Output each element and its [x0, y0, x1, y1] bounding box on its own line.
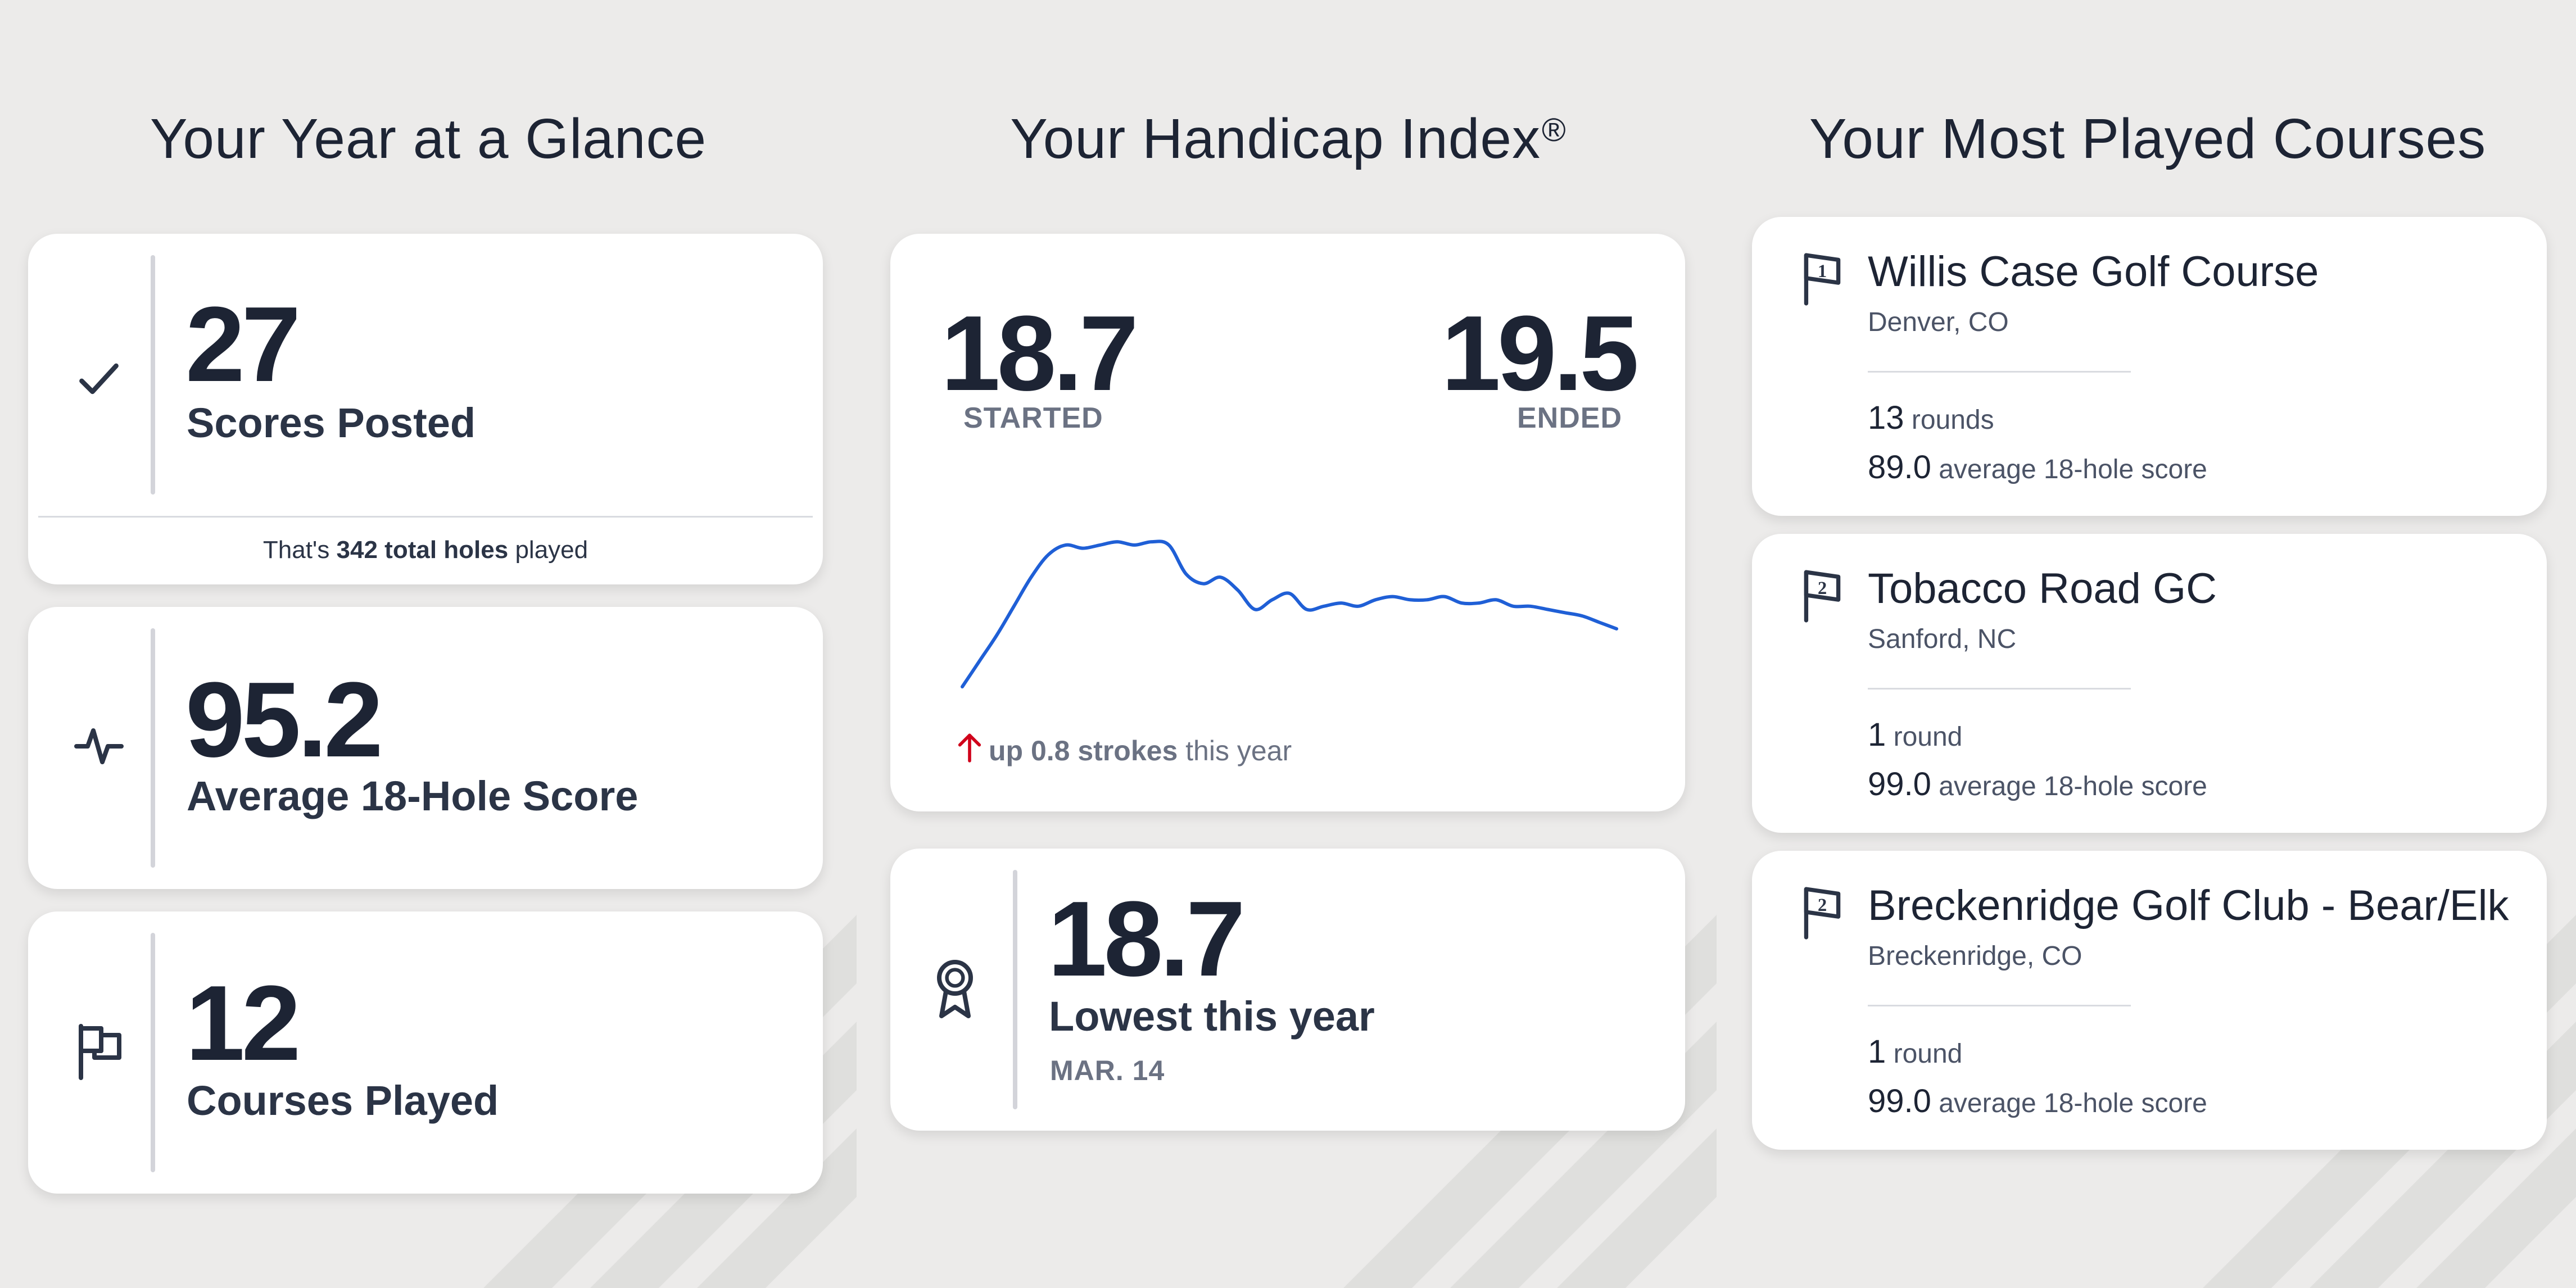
- course-rounds-count: 13: [1868, 400, 1904, 436]
- handicap-sparkline-chart: [961, 539, 1618, 689]
- average-score-card: 95.2 Average 18-Hole Score: [28, 607, 823, 889]
- award-ribbon-icon: [930, 958, 980, 1021]
- year-section-title: Your Year at a Glance: [150, 107, 707, 170]
- course-divider: [1868, 1005, 2131, 1006]
- card-divider-horizontal: [38, 516, 813, 518]
- lowest-handicap-date: MAR. 14: [1050, 1055, 1165, 1086]
- course-rank: 1: [1818, 261, 1827, 282]
- trend-change: up 0.8 strokes: [989, 735, 1178, 767]
- handicap-started-value: 18.7: [941, 294, 1139, 413]
- lowest-handicap-label: Lowest this year: [1049, 993, 1375, 1040]
- course-average-label: average 18-hole score: [1939, 772, 2207, 801]
- registered-mark: ®: [1542, 112, 1567, 148]
- average-score-label: Average 18-Hole Score: [187, 773, 639, 819]
- course-average-label: average 18-hole score: [1939, 1089, 2207, 1118]
- total-holes-count: 342 total holes: [336, 536, 509, 564]
- course-rounds: 13 rounds: [1868, 399, 1994, 437]
- footnote-suffix: played: [508, 536, 588, 564]
- courses-played-card: 12 Courses Played: [28, 911, 823, 1194]
- most-played-courses-column: Your Most Played Courses 1 Willis Case G…: [1719, 0, 2576, 1288]
- course-location: Breckenridge, CO: [1868, 941, 2082, 971]
- handicap-series-line: [961, 539, 1618, 689]
- numbered-flag-icon: 2: [1799, 568, 1845, 623]
- card-divider: [151, 628, 155, 868]
- course-rounds: 1 round: [1868, 1033, 1962, 1071]
- scores-posted-card: 27 Scores Posted That's 342 total holes …: [28, 234, 823, 584]
- numbered-flag-icon: 2: [1799, 885, 1845, 940]
- up-arrow-icon: [958, 733, 981, 763]
- course-rounds-label: round: [1893, 1039, 1963, 1069]
- checkmark-icon: [73, 353, 125, 405]
- handicap-ended-label: ENDED: [1516, 402, 1622, 434]
- course-average-value: 89.0: [1868, 449, 1931, 486]
- scores-posted-label: Scores Posted: [187, 400, 476, 446]
- handicap-index-column: Your Handicap Index® 18.7 STARTED 19.5 E…: [860, 0, 1717, 1288]
- year-at-a-glance-column: Your Year at a Glance 27 Scores Posted T…: [0, 0, 857, 1288]
- course-average: 99.0 average 18-hole score: [1868, 1082, 2207, 1120]
- card-divider: [1013, 870, 1017, 1109]
- handicap-ended-value: 19.5: [1441, 294, 1639, 413]
- course-average: 99.0 average 18-hole score: [1868, 765, 2207, 803]
- course-rounds-count: 1: [1868, 1033, 1886, 1070]
- course-average: 89.0 average 18-hole score: [1868, 448, 2207, 486]
- course-location: Sanford, NC: [1868, 624, 2017, 654]
- handicap-trend-text: up 0.8 strokes this year: [955, 731, 1292, 767]
- course-rank: 2: [1818, 895, 1827, 915]
- course-card[interactable]: 1 Willis Case Golf Course Denver, CO 13 …: [1752, 217, 2547, 516]
- course-location: Denver, CO: [1868, 307, 2009, 337]
- course-rounds-label: round: [1893, 722, 1963, 752]
- trend-suffix: this year: [1178, 735, 1292, 767]
- course-divider: [1868, 371, 2131, 373]
- scores-posted-value: 27: [185, 285, 301, 404]
- lowest-handicap-value: 18.7: [1048, 879, 1246, 999]
- course-average-value: 99.0: [1868, 1083, 1931, 1119]
- average-score-value: 95.2: [185, 660, 383, 779]
- total-holes-footnote: That's 342 total holes played: [28, 536, 823, 564]
- flags-icon: [72, 1022, 126, 1080]
- handicap-trend-card: 18.7 STARTED 19.5 ENDED up 0.8 strokes t…: [890, 234, 1685, 811]
- course-average-label: average 18-hole score: [1939, 455, 2207, 484]
- footnote-prefix: That's: [262, 536, 337, 564]
- course-divider: [1868, 688, 2131, 690]
- card-divider: [151, 933, 155, 1172]
- course-card[interactable]: 2 Tobacco Road GC Sanford, NC 1 round 99…: [1752, 534, 2547, 833]
- course-card[interactable]: 2 Breckenridge Golf Club - Bear/Elk Brec…: [1752, 851, 2547, 1150]
- courses-played-value: 12: [185, 964, 301, 1083]
- courses-section-title: Your Most Played Courses: [1809, 107, 2487, 170]
- lowest-handicap-card: 18.7 Lowest this year MAR. 14: [890, 849, 1685, 1131]
- courses-played-label: Courses Played: [187, 1077, 499, 1124]
- course-rank: 2: [1818, 578, 1827, 598]
- course-average-value: 99.0: [1868, 766, 1931, 802]
- course-rounds-label: rounds: [1911, 405, 1994, 435]
- handicap-started-label: STARTED: [963, 402, 1103, 434]
- course-rounds-count: 1: [1868, 716, 1886, 753]
- numbered-flag-icon: 1: [1799, 251, 1845, 306]
- activity-pulse-icon: [72, 719, 126, 773]
- handicap-title-text: Your Handicap Index: [1010, 107, 1541, 170]
- course-name: Willis Case Golf Course: [1868, 248, 2319, 296]
- handicap-section-title: Your Handicap Index®: [860, 107, 1717, 171]
- course-rounds: 1 round: [1868, 716, 1962, 754]
- course-name: Tobacco Road GC: [1868, 565, 2217, 613]
- course-name: Breckenridge Golf Club - Bear/Elk: [1868, 882, 2509, 929]
- card-divider: [151, 255, 155, 495]
